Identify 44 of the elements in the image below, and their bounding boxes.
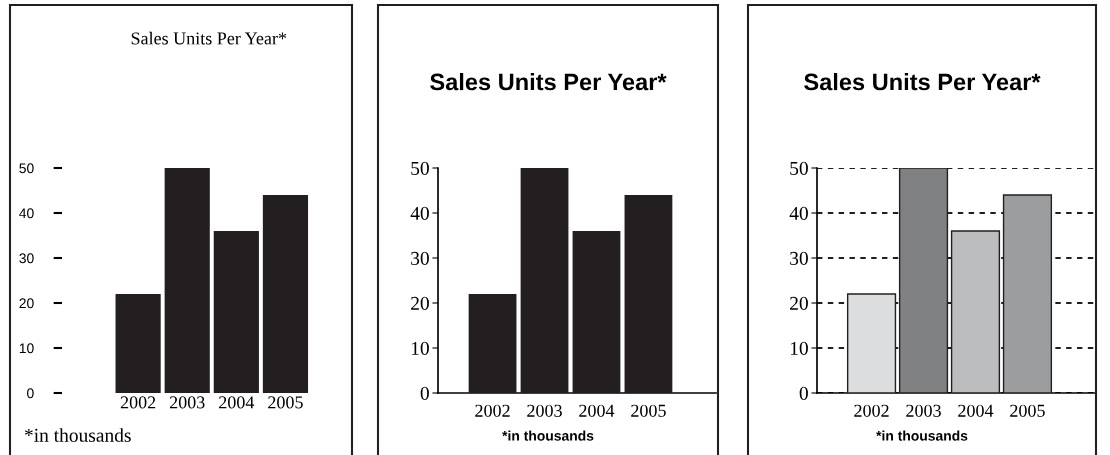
x-tick-label: 2004 xyxy=(579,404,615,417)
chart-title: Sales Units Per Year* xyxy=(430,73,667,91)
bar xyxy=(164,168,210,393)
x-tick-label: 2005 xyxy=(1010,404,1045,417)
x-tick-label: 2003 xyxy=(169,396,205,409)
x-tick-label: 2002 xyxy=(854,404,889,417)
bar xyxy=(572,231,621,393)
x-tick-label: 2002 xyxy=(120,396,156,409)
y-tick-label: 0 xyxy=(27,388,34,399)
x-tick-label: 2002 xyxy=(475,404,510,417)
y-tick-label: 20 xyxy=(19,298,34,309)
y-tick-label: 10 xyxy=(19,343,34,354)
y-tick-label: 50 xyxy=(19,163,34,174)
x-tick-label: 2005 xyxy=(631,404,666,417)
x-tick-label: 2005 xyxy=(268,396,303,409)
x-tick-label: 2004 xyxy=(219,396,255,409)
y-tick-label: 40 xyxy=(19,208,34,219)
bar xyxy=(262,195,309,393)
chart-title: Sales Units Per Year* xyxy=(131,31,287,45)
y-tick-label: 20 xyxy=(411,296,429,310)
y-tick-label: 30 xyxy=(411,251,429,265)
chart-title: Sales Units Per Year* xyxy=(804,73,1041,91)
y-tick-label: 30 xyxy=(790,251,808,265)
y-tick-label: 10 xyxy=(790,341,808,355)
y-tick-label: 40 xyxy=(410,206,429,220)
y-tick-label: 20 xyxy=(790,296,808,310)
y-tick-label: 50 xyxy=(790,161,808,175)
bar xyxy=(213,231,259,393)
y-tick-label: 10 xyxy=(411,341,429,355)
text: *in thousands xyxy=(24,428,131,442)
x-tick-label: 2003 xyxy=(527,404,562,417)
y-tick-label: 50 xyxy=(411,161,429,175)
text: *in thousands xyxy=(502,430,594,441)
x-tick-label: 2003 xyxy=(906,404,941,417)
y-tick-label: 40 xyxy=(789,206,808,220)
y-tick-label: 0 xyxy=(420,386,429,400)
bar xyxy=(115,294,161,393)
y-tick-label: 30 xyxy=(19,253,34,264)
bar xyxy=(624,195,673,393)
bar xyxy=(468,294,517,393)
bar xyxy=(520,168,569,393)
text: *in thousands xyxy=(876,430,968,441)
x-tick-label: 2004 xyxy=(958,404,994,417)
y-tick-label: 0 xyxy=(799,386,808,400)
